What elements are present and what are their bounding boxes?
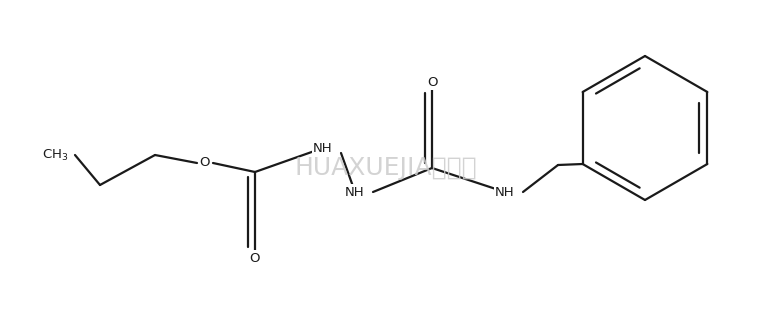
Text: NH: NH [495,186,515,198]
Text: O: O [250,252,260,265]
Text: O: O [200,156,210,170]
Text: O: O [427,76,437,89]
Text: CH$_3$: CH$_3$ [42,148,68,163]
Text: HUAXUEJIA化学加: HUAXUEJIA化学加 [295,156,477,180]
Text: NH: NH [345,186,365,198]
Text: NH: NH [313,141,333,155]
